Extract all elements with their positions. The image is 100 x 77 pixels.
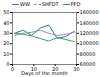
- svg-text:160000: 160000: [80, 9, 99, 15]
- svg-text:120000: 120000: [80, 30, 99, 36]
- svg-text:0: 0: [6, 61, 9, 67]
- svg-text:60000: 60000: [80, 61, 96, 67]
- html-text:SHFDT: SHFDT: [41, 1, 59, 7]
- svg-text:40: 40: [3, 20, 9, 26]
- svg-text:0: 0: [11, 66, 14, 72]
- svg-text:80000: 80000: [80, 51, 96, 57]
- svg-text:140000: 140000: [80, 20, 99, 26]
- html-text:WW: WW: [20, 1, 30, 7]
- svg-text:10: 10: [3, 51, 9, 57]
- html-text:PFD: PFD: [70, 1, 81, 7]
- svg-text:30: 30: [73, 66, 80, 73]
- svg-text:50: 50: [3, 9, 9, 15]
- svg-text:30: 30: [3, 30, 9, 36]
- svg-text:Days of the month: Days of the month: [21, 70, 68, 77]
- svg-text:100000: 100000: [80, 40, 99, 46]
- svg-text:20: 20: [3, 40, 9, 46]
